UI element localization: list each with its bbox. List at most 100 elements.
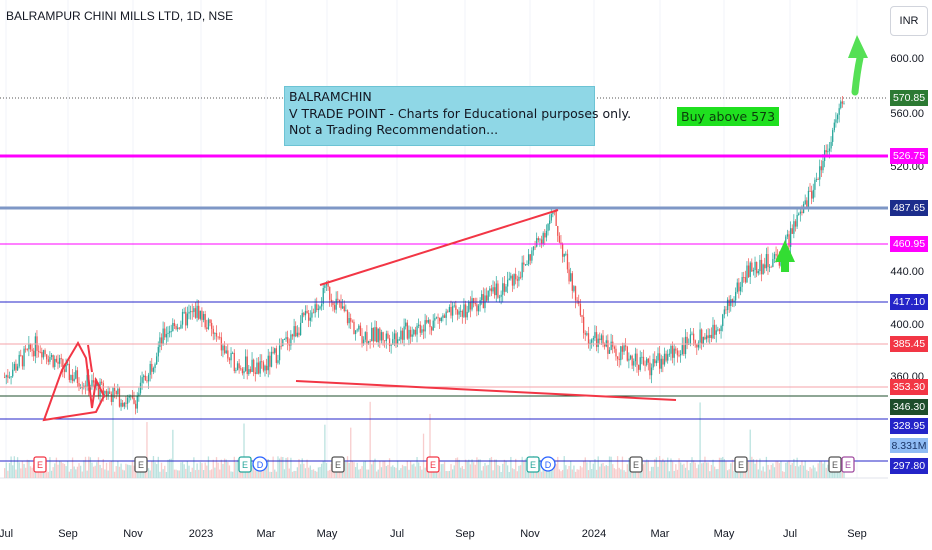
candle-body — [5, 375, 7, 378]
volume-bar — [83, 460, 85, 478]
candle-body — [513, 274, 515, 286]
event-marker[interactable]: D — [540, 456, 556, 472]
event-marker[interactable]: E — [33, 456, 47, 473]
candle-body — [319, 306, 321, 309]
grid — [0, 0, 888, 479]
volume-bar — [701, 463, 703, 478]
green-up-arrow-large[interactable] — [848, 35, 868, 96]
candle-body — [736, 282, 738, 292]
candle-body — [694, 340, 696, 345]
candle-body — [194, 308, 197, 318]
candle-body — [563, 253, 565, 257]
event-marker[interactable]: E — [734, 456, 748, 473]
volume-bar — [592, 463, 594, 478]
candle-body — [246, 356, 248, 375]
event-marker[interactable]: E — [426, 456, 440, 473]
volume-bar — [309, 465, 311, 478]
candle-body — [126, 397, 129, 404]
candle-body — [838, 108, 840, 115]
event-marker[interactable]: E — [134, 456, 148, 473]
trendline-lower[interactable] — [295, 380, 677, 401]
candle-body — [481, 294, 483, 301]
volume-bar — [223, 458, 226, 478]
level-label: 353.30 — [890, 379, 928, 395]
candle-body — [680, 354, 682, 356]
candle-body — [267, 355, 269, 371]
level-label: 385.45 — [890, 336, 928, 352]
educational-note[interactable]: BALRAMCHIN V TRADE POINT - Charts for Ed… — [284, 86, 631, 146]
event-marker[interactable]: E — [629, 456, 643, 473]
volume-bar — [131, 460, 134, 478]
candle-body — [435, 317, 438, 319]
event-marker[interactable]: E — [841, 456, 855, 473]
candle-body — [141, 377, 143, 383]
event-marker[interactable]: E — [526, 456, 540, 473]
green-up-arrow-small[interactable] — [775, 240, 795, 272]
volume-bar — [616, 456, 619, 478]
volume-bar — [594, 459, 596, 478]
candle-body — [820, 166, 823, 171]
candle-body — [183, 311, 185, 313]
trendline-upper[interactable] — [319, 209, 559, 286]
candle-body — [342, 306, 344, 309]
candle-body — [775, 254, 777, 256]
volume-bar — [655, 457, 658, 478]
candle-body — [500, 294, 502, 297]
candle-body — [720, 326, 722, 332]
volume-bar — [612, 464, 614, 478]
event-marker[interactable]: D — [252, 456, 268, 472]
volume-bar — [494, 459, 496, 478]
volume-bar — [621, 456, 624, 478]
candle-body — [160, 337, 163, 345]
volume-bar — [149, 470, 151, 478]
volume-bar — [199, 462, 201, 478]
candle-body — [358, 325, 360, 330]
volume-bar — [713, 466, 716, 478]
volume-bar — [684, 467, 687, 478]
candle-body — [773, 254, 776, 260]
volume-bar — [159, 471, 161, 478]
volume-bar — [107, 470, 109, 478]
candle-body — [642, 356, 645, 365]
candle-body — [460, 310, 462, 312]
time-tick: 2024 — [581, 528, 607, 540]
candle-body — [301, 313, 303, 323]
event-marker[interactable]: E — [238, 456, 252, 473]
candle-body — [453, 305, 455, 307]
volume-bar — [691, 457, 693, 478]
candle-body — [476, 304, 478, 312]
candle-body — [560, 242, 562, 244]
candle-body — [756, 261, 758, 274]
event-marker[interactable]: E — [828, 456, 842, 473]
candle-body — [608, 349, 611, 354]
candle-body — [671, 346, 674, 358]
candle-body — [746, 265, 748, 283]
volume-bar — [118, 466, 121, 478]
candle-body — [764, 264, 766, 269]
volume-bar — [468, 459, 470, 478]
candle-body — [595, 332, 598, 347]
candle-body — [256, 362, 258, 375]
volume-bar — [482, 466, 485, 478]
symbol-title[interactable]: BALRAMPUR CHINI MILLS LTD, 1D, NSE — [6, 9, 234, 23]
candle-body — [503, 283, 506, 292]
candle-body — [125, 402, 127, 404]
candle-body — [354, 330, 357, 334]
volume-bar — [825, 467, 827, 478]
volume-bar — [204, 462, 206, 478]
candle-body — [704, 337, 706, 340]
volume-bar — [675, 464, 677, 478]
buy-label[interactable]: Buy above 573 — [677, 107, 780, 126]
volume-bar — [605, 465, 607, 478]
volume-bar — [730, 463, 732, 478]
candle-body — [571, 273, 573, 291]
candle-body — [303, 313, 305, 316]
currency-button[interactable]: INR — [890, 6, 928, 36]
volume-bar — [366, 469, 368, 478]
event-marker[interactable]: E — [331, 456, 345, 473]
candle-body — [770, 266, 772, 268]
pattern-drawing[interactable] — [42, 340, 106, 422]
volume-bar — [566, 469, 569, 478]
